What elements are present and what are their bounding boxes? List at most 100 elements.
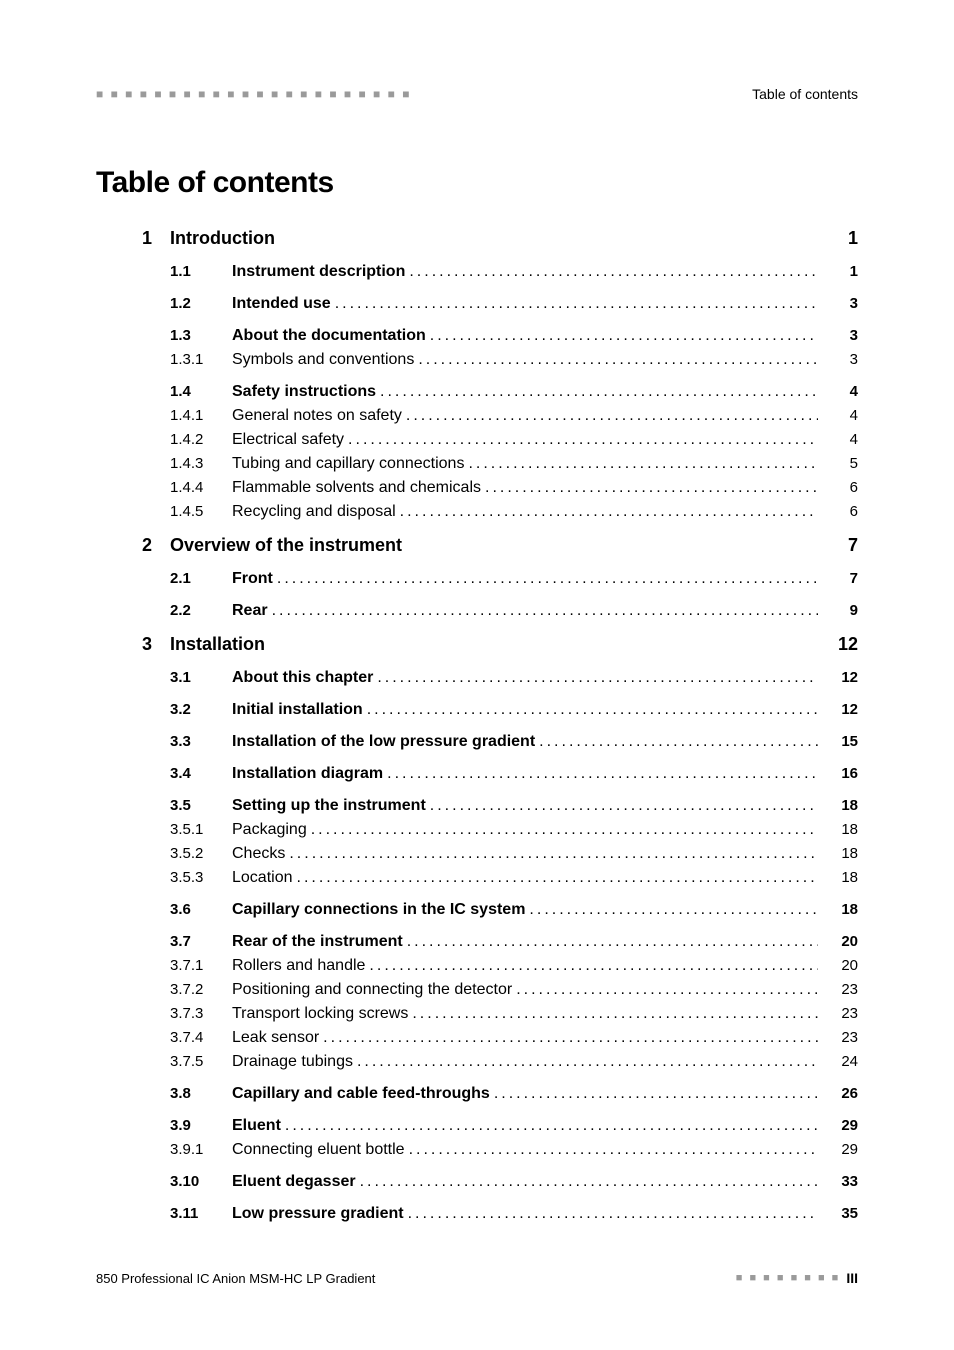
toc-entry: 3.7.3Transport locking screws 23 xyxy=(96,1005,858,1023)
toc-entry-page: 3 xyxy=(822,327,858,344)
toc-entry-title-col: Rollers and handle xyxy=(232,957,822,975)
toc-entry-page: 18 xyxy=(822,901,858,918)
toc-entry-title-col: Drainage tubings xyxy=(232,1053,822,1071)
toc-entry-title-col: Recycling and disposal xyxy=(232,503,822,521)
toc-dot-leader xyxy=(400,503,818,521)
toc-entry-title: Flammable solvents and chemicals xyxy=(232,479,481,497)
toc-entry-title-col: Instrument description xyxy=(232,263,822,281)
toc-entry-page: 3 xyxy=(822,295,858,312)
toc-entry-title-col: Positioning and connecting the detector xyxy=(232,981,822,999)
toc-entry-number: 1.4.1 xyxy=(170,407,232,424)
header-section-label: Table of contents xyxy=(752,86,858,102)
toc-entry-title-col: Installation of the low pressure gradien… xyxy=(232,733,822,751)
toc-entry-page: 6 xyxy=(822,503,858,520)
toc-entry-number: 1.4.4 xyxy=(170,479,232,496)
toc-entry-title: Leak sensor xyxy=(232,1029,319,1047)
toc-entry-title-col: Capillary and cable feed-throughs xyxy=(232,1085,822,1103)
toc-entry-title: Rear xyxy=(232,602,268,620)
toc-entry-title: Symbols and conventions xyxy=(232,351,414,369)
toc-dot-leader xyxy=(407,933,818,951)
toc-entry-number: 3.5 xyxy=(170,797,232,814)
toc-entry-number: 3.7.2 xyxy=(170,981,232,998)
toc-entry-title: About this chapter xyxy=(232,669,373,687)
toc-entry-title: Eluent xyxy=(232,1117,281,1135)
toc-chapter: 3Installation123.1About this chapter 123… xyxy=(96,634,858,1223)
toc-entry-page: 16 xyxy=(822,765,858,782)
toc-entry-page: 23 xyxy=(822,1005,858,1022)
toc-dot-leader xyxy=(494,1085,818,1103)
toc-dot-leader xyxy=(377,669,818,687)
toc-entry-title: Intended use xyxy=(232,295,331,313)
toc-entry: 1.4.3Tubing and capillary connections 5 xyxy=(96,455,858,473)
toc-entry: 2.2Rear 9 xyxy=(96,602,858,620)
toc-dot-leader xyxy=(297,869,819,887)
toc-entry-page: 18 xyxy=(822,797,858,814)
toc-entry-title-col: Installation diagram xyxy=(232,765,822,783)
toc-entry-title: Rollers and handle xyxy=(232,957,365,975)
toc-entry: 1.4Safety instructions 4 xyxy=(96,383,858,401)
toc-dot-leader xyxy=(430,797,818,815)
toc-entry-title-col: Symbols and conventions xyxy=(232,351,822,369)
toc-entry-page: 15 xyxy=(822,733,858,750)
toc-dot-leader xyxy=(418,351,818,369)
toc-entry-title: Low pressure gradient xyxy=(232,1205,404,1223)
toc-chapter-row: 1Introduction1 xyxy=(96,228,858,249)
toc-entry-number: 2.1 xyxy=(170,570,232,587)
page: ■ ■ ■ ■ ■ ■ ■ ■ ■ ■ ■ ■ ■ ■ ■ ■ ■ ■ ■ ■ … xyxy=(0,0,954,1350)
toc-dot-leader xyxy=(468,455,818,473)
toc-entry: 3.8Capillary and cable feed-throughs 26 xyxy=(96,1085,858,1103)
toc-entry-page: 3 xyxy=(822,351,858,368)
toc-entry-number: 1.1 xyxy=(170,263,232,280)
toc-entry-number: 1.4.5 xyxy=(170,503,232,520)
toc-entry-title-col: Eluent degasser xyxy=(232,1173,822,1191)
toc-entry-title: Safety instructions xyxy=(232,383,376,401)
toc-dot-leader xyxy=(409,263,818,281)
toc-entry: 3.2Initial installation 12 xyxy=(96,701,858,719)
toc-entry: 1.4.2Electrical safety 4 xyxy=(96,431,858,449)
toc-entry-number: 3.7.4 xyxy=(170,1029,232,1046)
toc-entry-number: 3.7 xyxy=(170,933,232,950)
toc-entry: 2.1Front 7 xyxy=(96,570,858,588)
toc-dot-leader xyxy=(485,479,818,497)
toc-entry-number: 3.3 xyxy=(170,733,232,750)
toc-chapter-title: Introduction xyxy=(170,228,822,249)
toc-entry-title: Recycling and disposal xyxy=(232,503,396,521)
toc-entry-number: 2.2 xyxy=(170,602,232,619)
header: ■ ■ ■ ■ ■ ■ ■ ■ ■ ■ ■ ■ ■ ■ ■ ■ ■ ■ ■ ■ … xyxy=(96,86,858,102)
toc-entry-title-col: Rear xyxy=(232,602,822,620)
toc-entry-title-col: Connecting eluent bottle xyxy=(232,1141,822,1159)
toc-entry-title: Eluent degasser xyxy=(232,1173,356,1191)
toc-entry-title: Checks xyxy=(232,845,285,863)
toc-entry-number: 3.6 xyxy=(170,901,232,918)
toc-chapter-title: Overview of the instrument xyxy=(170,535,822,556)
toc-dot-leader xyxy=(412,1005,818,1023)
toc-entry: 3.5.1Packaging 18 xyxy=(96,821,858,839)
toc-dot-leader xyxy=(335,295,818,313)
toc-entry-number: 1.3 xyxy=(170,327,232,344)
toc-dot-leader xyxy=(409,1141,818,1159)
toc-chapter-row: 3Installation12 xyxy=(96,634,858,655)
toc-entry-title-col: Eluent xyxy=(232,1117,822,1135)
toc-entry-number: 1.4 xyxy=(170,383,232,400)
toc-entry-title-col: General notes on safety xyxy=(232,407,822,425)
toc-entry-page: 33 xyxy=(822,1173,858,1190)
toc-entry: 3.5.3Location 18 xyxy=(96,869,858,887)
toc-entry-title: Installation diagram xyxy=(232,765,383,783)
toc-entry-title-col: About the documentation xyxy=(232,327,822,345)
toc-entry: 3.3Installation of the low pressure grad… xyxy=(96,733,858,751)
toc-entry-title: Electrical safety xyxy=(232,431,344,449)
toc-entry: 3.5Setting up the instrument 18 xyxy=(96,797,858,815)
toc-entry: 3.9Eluent 29 xyxy=(96,1117,858,1135)
toc-entry-number: 3.11 xyxy=(170,1205,232,1222)
toc-entry-page: 9 xyxy=(822,602,858,619)
toc-entry-title-col: Location xyxy=(232,869,822,887)
footer-doc-title: 850 Professional IC Anion MSM-HC LP Grad… xyxy=(96,1271,375,1286)
toc-dot-leader xyxy=(360,1173,818,1191)
toc-entry-title-col: Setting up the instrument xyxy=(232,797,822,815)
toc-entry: 1.4.5Recycling and disposal 6 xyxy=(96,503,858,521)
toc-dot-leader xyxy=(529,901,818,919)
toc-entry-number: 1.4.3 xyxy=(170,455,232,472)
toc-entry-title-col: Electrical safety xyxy=(232,431,822,449)
toc-entry-page: 18 xyxy=(822,821,858,838)
toc-entry-page: 6 xyxy=(822,479,858,496)
